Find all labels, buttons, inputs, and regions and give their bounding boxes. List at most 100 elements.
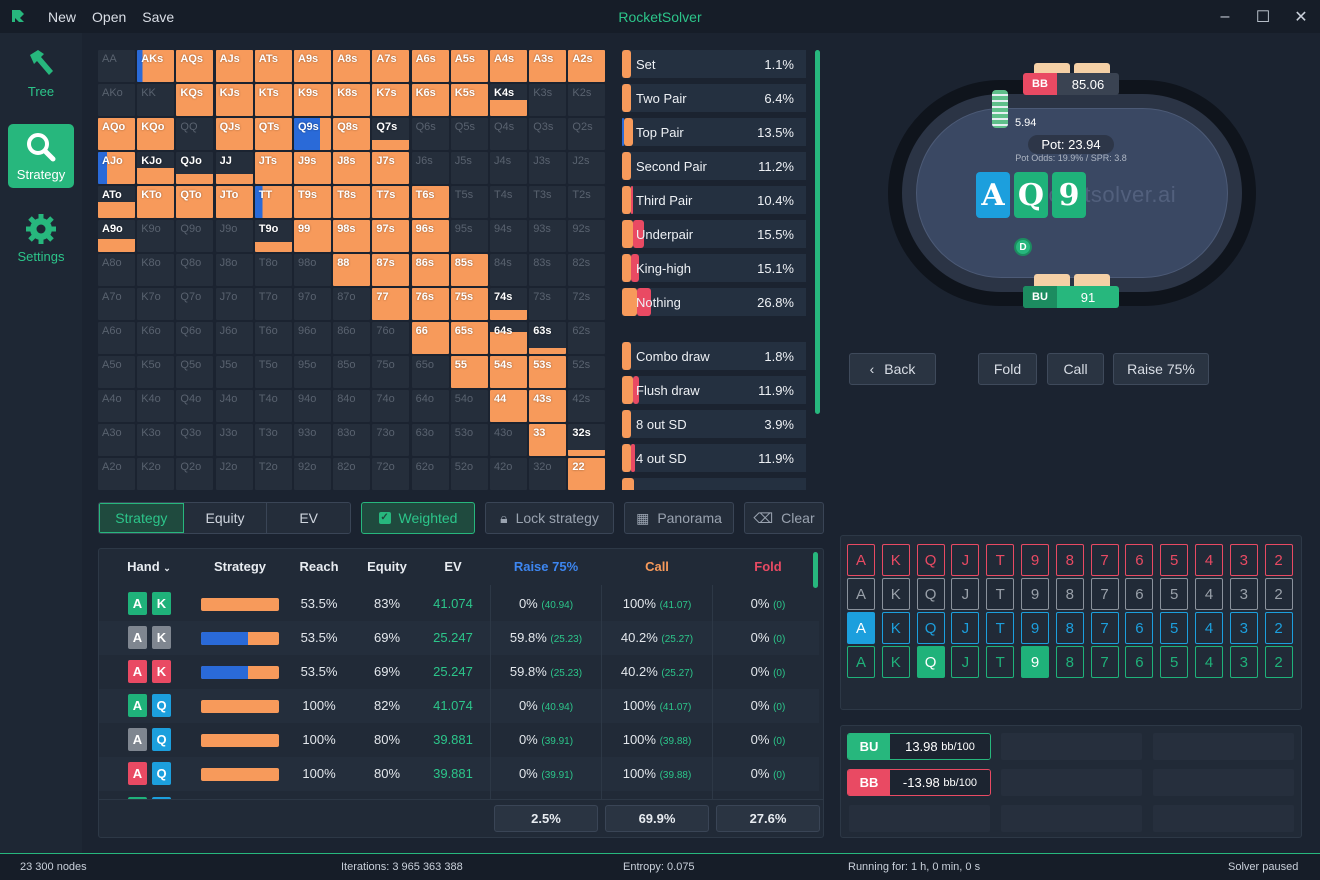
range-cell[interactable]: Q3o (176, 424, 214, 456)
table-row[interactable]: A K 53.5% 69% 25.247 59.8% (25.23) 40.2% (25.2… (99, 621, 819, 655)
range-cell[interactable]: JTo (215, 186, 253, 218)
board-card-q-spade[interactable]: Q (916, 578, 945, 610)
range-cell[interactable]: J6o (215, 322, 253, 354)
tab-equity[interactable]: Equity (183, 503, 268, 533)
range-cell[interactable]: T7s (372, 186, 410, 218)
board-card-3-heart[interactable]: 3 (1229, 544, 1258, 576)
range-cell[interactable]: QTo (176, 186, 214, 218)
board-card-3-club[interactable]: 3 (1229, 646, 1258, 678)
board-card-k-diamond[interactable]: K (881, 612, 910, 644)
range-cell[interactable]: K4s (490, 84, 527, 116)
range-cell[interactable]: Q5o (176, 356, 214, 388)
board-card-2-diamond[interactable]: 2 (1264, 612, 1293, 644)
board-card-3-spade[interactable]: 3 (1229, 578, 1258, 610)
fold-button[interactable]: Fold (978, 353, 1037, 385)
range-cell[interactable]: 52s (568, 356, 606, 388)
category-row[interactable]: Two Pair 6.4% (622, 84, 806, 112)
col-equity[interactable]: Equity (367, 559, 407, 574)
range-cell[interactable]: 92o (294, 458, 331, 490)
range-cell[interactable]: 53o (450, 424, 488, 456)
category-row[interactable]: King-high 15.1% (622, 254, 806, 282)
board-card-5-diamond[interactable]: 5 (1160, 612, 1189, 644)
board-card-5-spade[interactable]: 5 (1160, 578, 1189, 610)
board-card-j-heart[interactable]: J (951, 544, 980, 576)
range-cell[interactable]: 62o (411, 458, 449, 490)
range-cell[interactable]: J5o (215, 356, 253, 388)
range-cell[interactable]: 62s (568, 322, 606, 354)
range-cell[interactable]: 85o (333, 356, 371, 388)
range-cell[interactable]: 65o (411, 356, 449, 388)
range-cell[interactable]: 76s (411, 288, 449, 320)
board-card-7-diamond[interactable]: 7 (1090, 612, 1119, 644)
tab-ev[interactable]: EV (267, 503, 350, 533)
board-card-j-spade[interactable]: J (951, 578, 980, 610)
range-cell[interactable]: J8o (215, 254, 253, 286)
category-scrollbar[interactable] (815, 50, 820, 414)
range-cell[interactable]: Q6o (176, 322, 214, 354)
range-cell[interactable]: Q3s (529, 118, 567, 150)
range-cell[interactable]: T3s (529, 186, 567, 218)
range-cell[interactable]: T7o (254, 288, 292, 320)
range-cell[interactable]: 98o (294, 254, 331, 286)
range-cell[interactable]: 54o (450, 390, 488, 422)
range-cell[interactable]: 84o (333, 390, 371, 422)
range-cell[interactable]: 82s (568, 254, 606, 286)
col-fold[interactable]: Fold (754, 559, 782, 574)
range-cell[interactable]: 63s (529, 322, 567, 354)
col-raise[interactable]: Raise 75% (513, 559, 579, 574)
board-card-t-club[interactable]: T (986, 646, 1015, 678)
range-cell[interactable]: 64o (411, 390, 449, 422)
board-card-k-club[interactable]: K (881, 646, 910, 678)
range-cell[interactable]: J3o (215, 424, 253, 456)
table-row[interactable]: A Q 100% 80% 39.881 0% (39.91) 100% (39.88) 0% … (99, 723, 819, 757)
clear-button[interactable]: ⌫ Clear (744, 502, 824, 534)
range-cell[interactable]: AJo (98, 152, 135, 184)
range-cell[interactable]: J2s (568, 152, 606, 184)
range-cell[interactable]: K6s (411, 84, 449, 116)
range-cell[interactable]: 64s (490, 322, 527, 354)
board-card-7-heart[interactable]: 7 (1090, 544, 1119, 576)
range-cell[interactable]: Q4o (176, 390, 214, 422)
table-row[interactable]: A K 53.5% 83% 41.074 0% (40.94) 100% (41.07) 0%… (99, 587, 819, 621)
category-row[interactable]: Flush draw 11.9% (622, 376, 806, 404)
board-card-4-club[interactable]: 4 (1195, 646, 1223, 678)
range-cell[interactable]: K3s (529, 84, 567, 116)
category-row[interactable]: Underpair 15.5% (622, 220, 806, 248)
board-card-j-diamond[interactable]: J (951, 612, 980, 644)
range-cell[interactable]: 83s (529, 254, 567, 286)
range-cell[interactable]: A6s (411, 50, 449, 82)
board-card-4-heart[interactable]: 4 (1195, 544, 1223, 576)
range-cell[interactable]: A8s (333, 50, 371, 82)
range-cell[interactable]: 83o (333, 424, 371, 456)
tab-strategy[interactable]: Strategy (99, 503, 184, 533)
board-card-4-spade[interactable]: 4 (1195, 578, 1223, 610)
range-cell[interactable]: J7o (215, 288, 253, 320)
range-cell[interactable]: Q4s (490, 118, 527, 150)
range-cell[interactable]: 94s (490, 220, 527, 252)
board-card-q-diamond[interactable]: Q (916, 612, 945, 644)
range-cell[interactable]: KQo (137, 118, 175, 150)
range-cell[interactable]: A7o (98, 288, 135, 320)
back-button[interactable]: ‹ Back (849, 353, 936, 385)
range-cell[interactable]: A5s (450, 50, 488, 82)
range-cell[interactable]: J7s (372, 152, 410, 184)
range-cell[interactable]: 43o (490, 424, 527, 456)
range-cell[interactable]: 77 (372, 288, 410, 320)
range-cell[interactable]: T2s (568, 186, 606, 218)
range-cell[interactable]: TT (254, 186, 292, 218)
range-cell[interactable]: J4o (215, 390, 253, 422)
lock-strategy-button[interactable]: 🔒︎ Lock strategy (485, 502, 614, 534)
category-row[interactable]: Third Pair 10.4% (622, 186, 806, 214)
sidebar-item-settings[interactable]: Settings (8, 206, 74, 270)
table-row[interactable]: A Q 100% 80% 39.881 0% (39.91) 100% (39.88) 0% … (99, 757, 819, 791)
range-cell[interactable]: 94o (294, 390, 331, 422)
board-card-7-spade[interactable]: 7 (1090, 578, 1119, 610)
range-cell[interactable]: J4s (490, 152, 527, 184)
board-card-2-spade[interactable]: 2 (1264, 578, 1293, 610)
range-cell[interactable]: AQs (176, 50, 214, 82)
menu-open[interactable]: Open (92, 9, 127, 25)
range-cell[interactable]: Q2o (176, 458, 214, 490)
board-card-8-club[interactable]: 8 (1055, 646, 1084, 678)
range-cell[interactable]: 65s (450, 322, 488, 354)
range-cell[interactable]: 87s (372, 254, 410, 286)
